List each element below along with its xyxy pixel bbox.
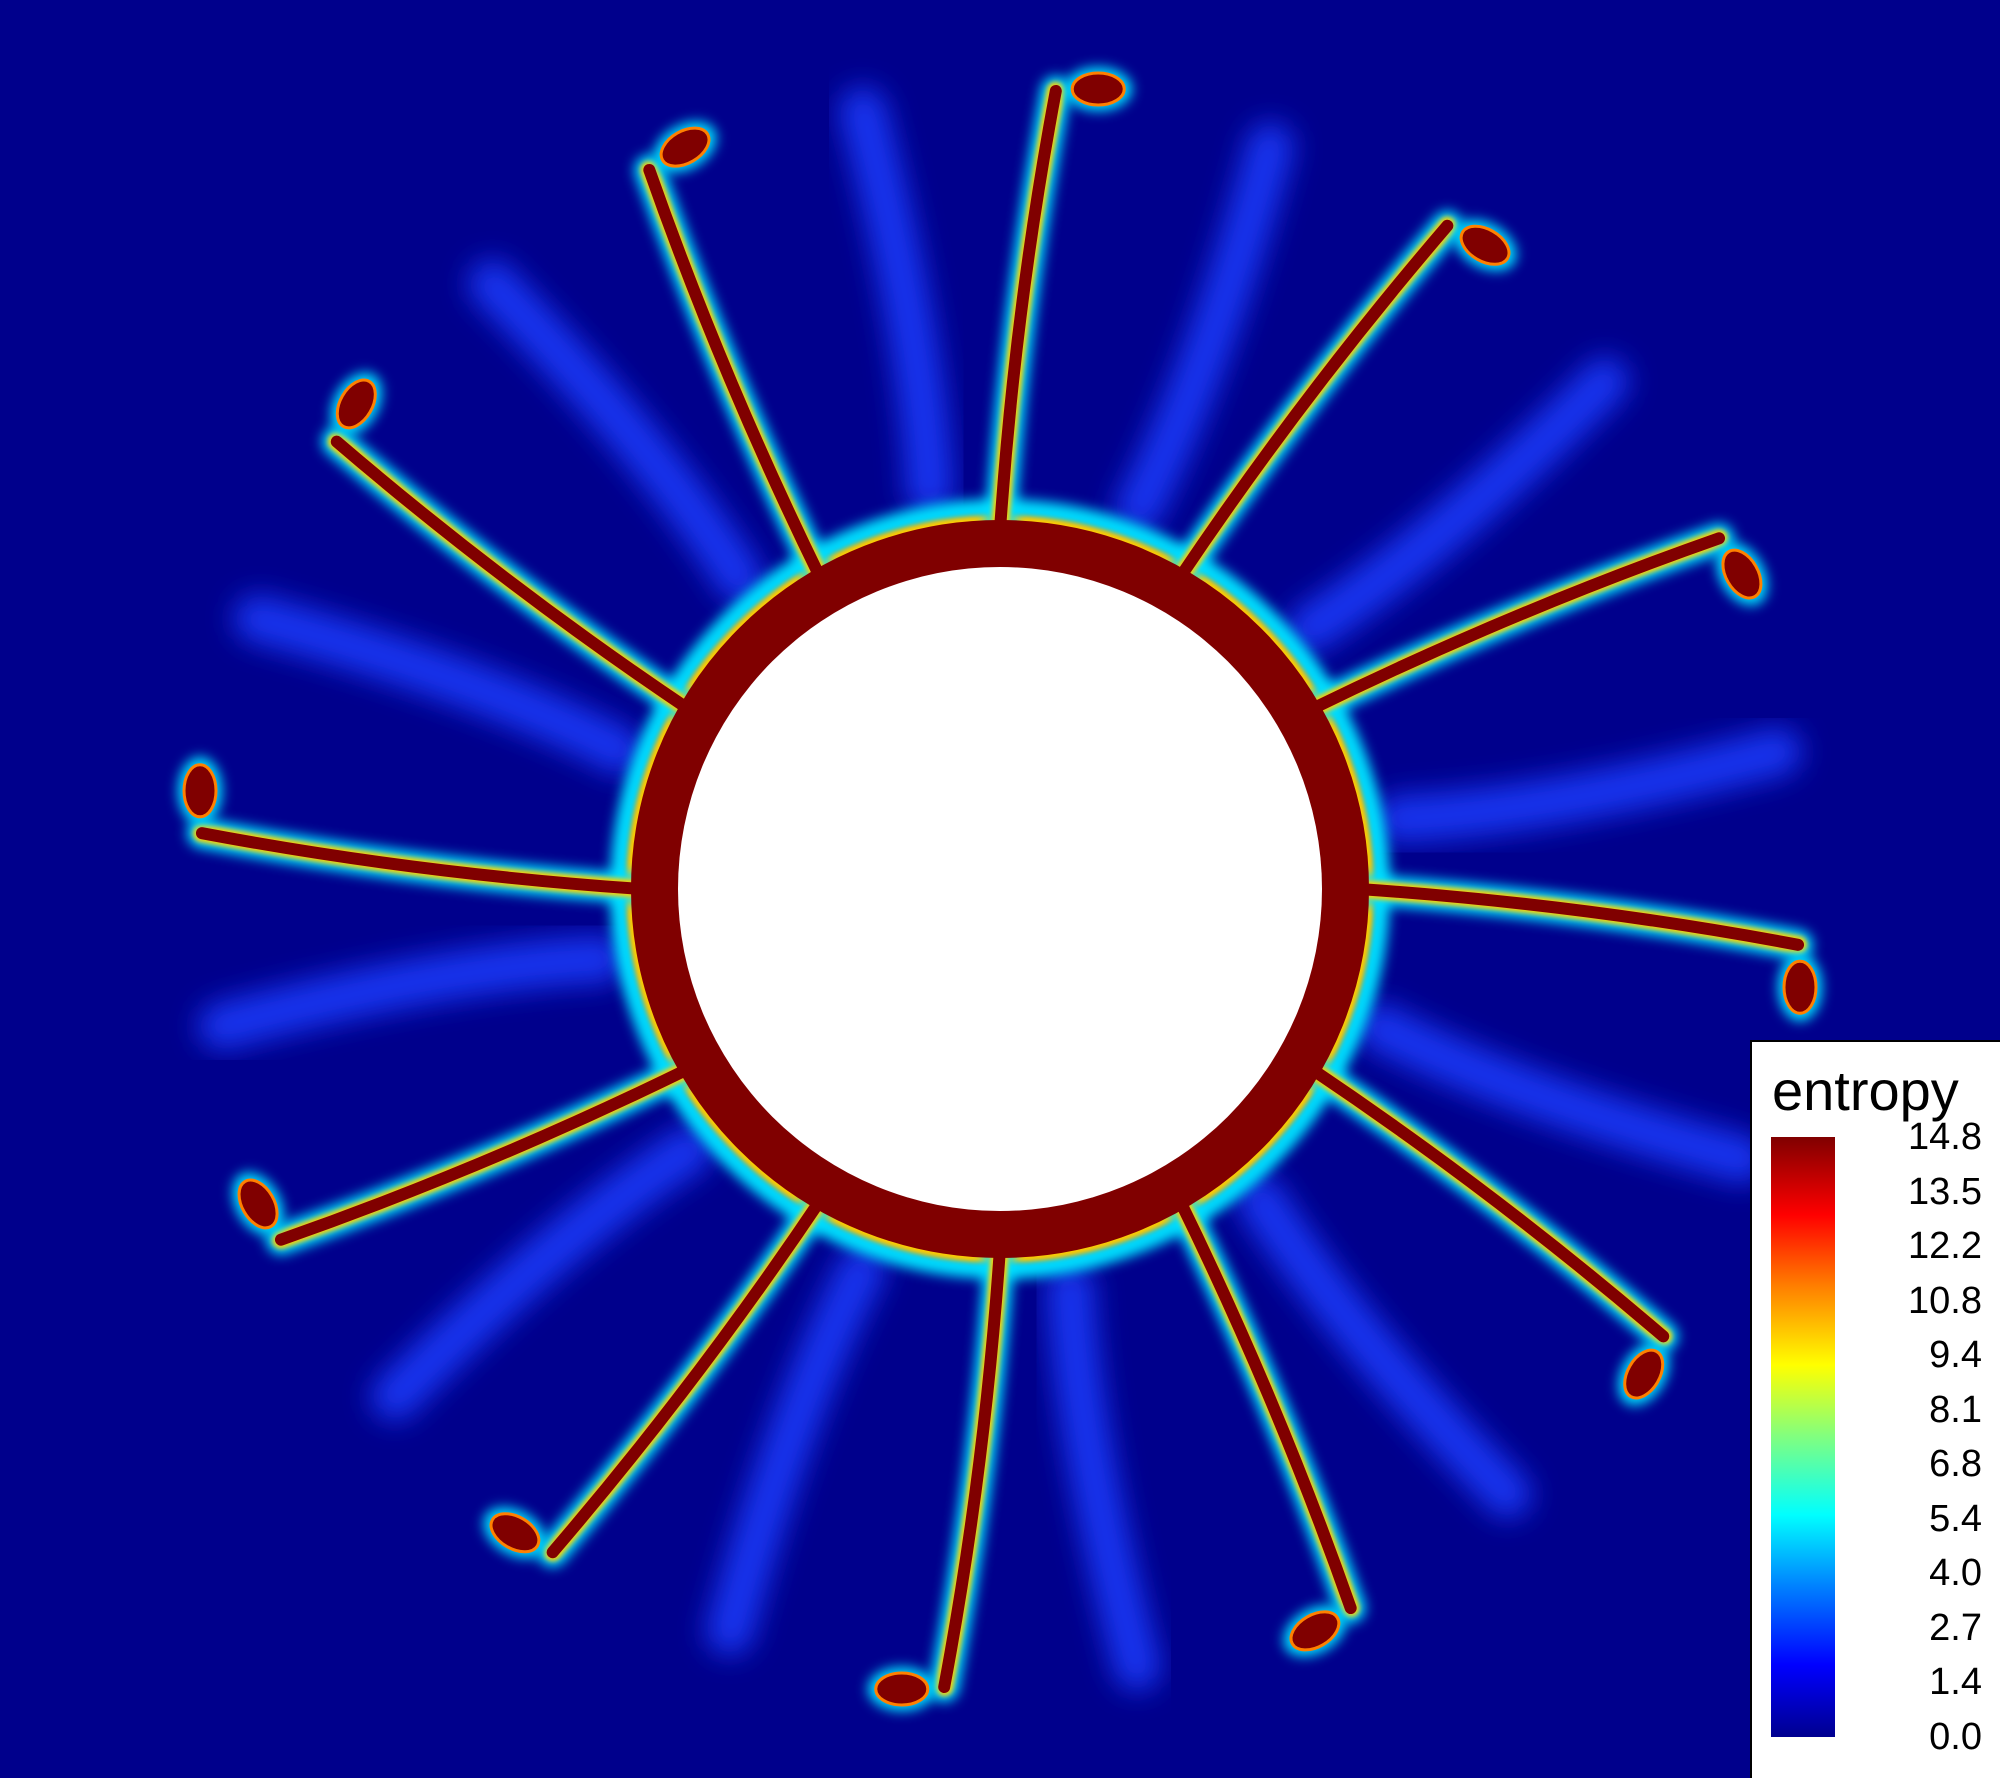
finger-tip [1070,71,1126,107]
finger-tip [335,378,377,430]
finger-core [1304,532,1726,716]
colorbar-legend: entropy 14.8 13.5 12.2 10.8 9.4 8.1 6.8 5.4 4.0 2… [1750,1040,2000,1778]
finger-tip [489,1512,541,1554]
colorbar-tick-label: 12.2 [1908,1225,1982,1268]
colorbar-tick-label: 5.4 [1929,1497,1982,1540]
finger-core [1173,219,1454,585]
wake-streak [705,1245,886,1656]
finger-tip [1782,959,1818,1015]
legend-title: entropy [1772,1059,1959,1122]
wake-streak [838,87,954,515]
colorbar-tick-label: 14.8 [1908,1116,1982,1158]
finger-core [330,435,696,716]
finger-core [1173,1193,1357,1615]
finger-tip [1289,1610,1341,1652]
wake-streak [468,259,764,603]
wake-streak [1286,357,1630,653]
wake-streak [1046,1263,1162,1691]
finger-tip [237,1178,279,1230]
colorbar-tick-label: 10.8 [1908,1279,1982,1322]
finger-tip [874,1671,930,1707]
wake-streak [233,594,644,775]
colorbar-gradient [1771,1137,1835,1737]
finger-tip [1721,548,1763,600]
wake-layer [198,87,1802,1691]
finger-core [643,163,827,585]
colorbar-tick-label: 13.5 [1908,1170,1982,1213]
finger-core [1304,1062,1670,1343]
finger-core [1353,883,1805,951]
colorbar-tick-label: 2.7 [1929,1606,1982,1649]
wake-streak [1374,727,1802,843]
central-hole [678,567,1322,1211]
wake-streak [370,1125,714,1421]
colorbar-tick-label: 1.4 [1929,1661,1982,1704]
colorbar-tick-label: 4.0 [1929,1552,1982,1595]
finger-core [938,1242,1006,1694]
finger-core [274,1062,696,1246]
finger-core [195,827,647,895]
finger-core [994,84,1062,536]
finger-tip [659,126,711,168]
wake-streak [1236,1175,1532,1519]
colorbar-tick-label: 0.0 [1929,1716,1982,1758]
colorbar-tick-label: 9.4 [1929,1334,1982,1377]
wake-streak [1356,1003,1767,1184]
colorbar-tick-label: 8.1 [1929,1388,1982,1431]
ring-core [631,520,1369,1258]
wake-streak [198,935,626,1051]
colorbar-tick-label: 6.8 [1929,1443,1982,1486]
finger-core [546,1193,827,1559]
wake-streak [1114,122,1295,533]
finger-tip [1459,224,1511,266]
core-layer [182,71,1818,1707]
finger-tip [182,763,218,819]
finger-tip [1623,1348,1665,1400]
